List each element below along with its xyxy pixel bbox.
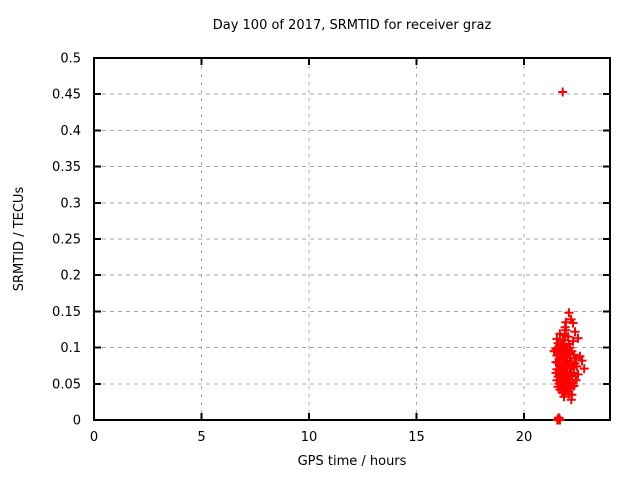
y-tick-label: 0.2 — [60, 269, 81, 284]
y-tick-label: 0.05 — [52, 377, 81, 392]
x-tick-label: 20 — [516, 430, 533, 445]
y-tick-label: 0 — [73, 414, 81, 429]
y-tick-label: 0.4 — [60, 124, 81, 139]
y-tick-label: 0.1 — [60, 341, 81, 356]
x-axis-label: GPS time / hours — [297, 454, 407, 469]
y-tick-label: 0.35 — [52, 160, 81, 175]
y-tick-label: 0.5 — [60, 52, 81, 67]
grid-horizontal — [94, 93, 610, 385]
y-tick-label: 0.45 — [52, 88, 81, 103]
y-tick-label: 0.25 — [52, 233, 81, 248]
y-tick-label: 0.15 — [52, 305, 81, 320]
x-tick-label: 0 — [90, 430, 98, 445]
plot-border — [93, 57, 611, 421]
y-tick-label: 0.3 — [60, 196, 81, 211]
data-points-SRMTID — [549, 87, 589, 425]
x-tick-label: 5 — [197, 430, 205, 445]
chart-title: Day 100 of 2017, SRMTID for receiver gra… — [212, 18, 492, 33]
x-tick-label: 10 — [301, 430, 318, 445]
x-tick-label: 15 — [408, 430, 425, 445]
